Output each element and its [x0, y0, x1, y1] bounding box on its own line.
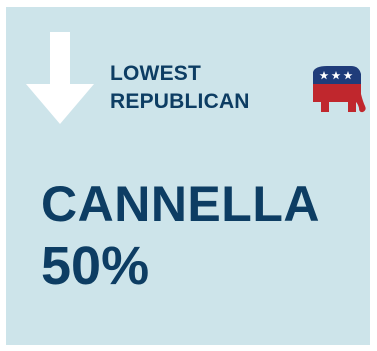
heading-line-1: LOWEST [110, 62, 202, 85]
republican-elephant-icon [313, 66, 366, 113]
card-heading: LOWEST REPUBLICAN [110, 60, 250, 116]
down-arrow-icon [26, 32, 94, 124]
vote-percentage: 50% [41, 236, 150, 296]
lowest-republican-card: LOWEST REPUBLICAN CANNELLA 50% [6, 7, 370, 345]
candidate-name: CANNELLA [41, 176, 320, 232]
heading-line-2: REPUBLICAN [110, 90, 250, 113]
